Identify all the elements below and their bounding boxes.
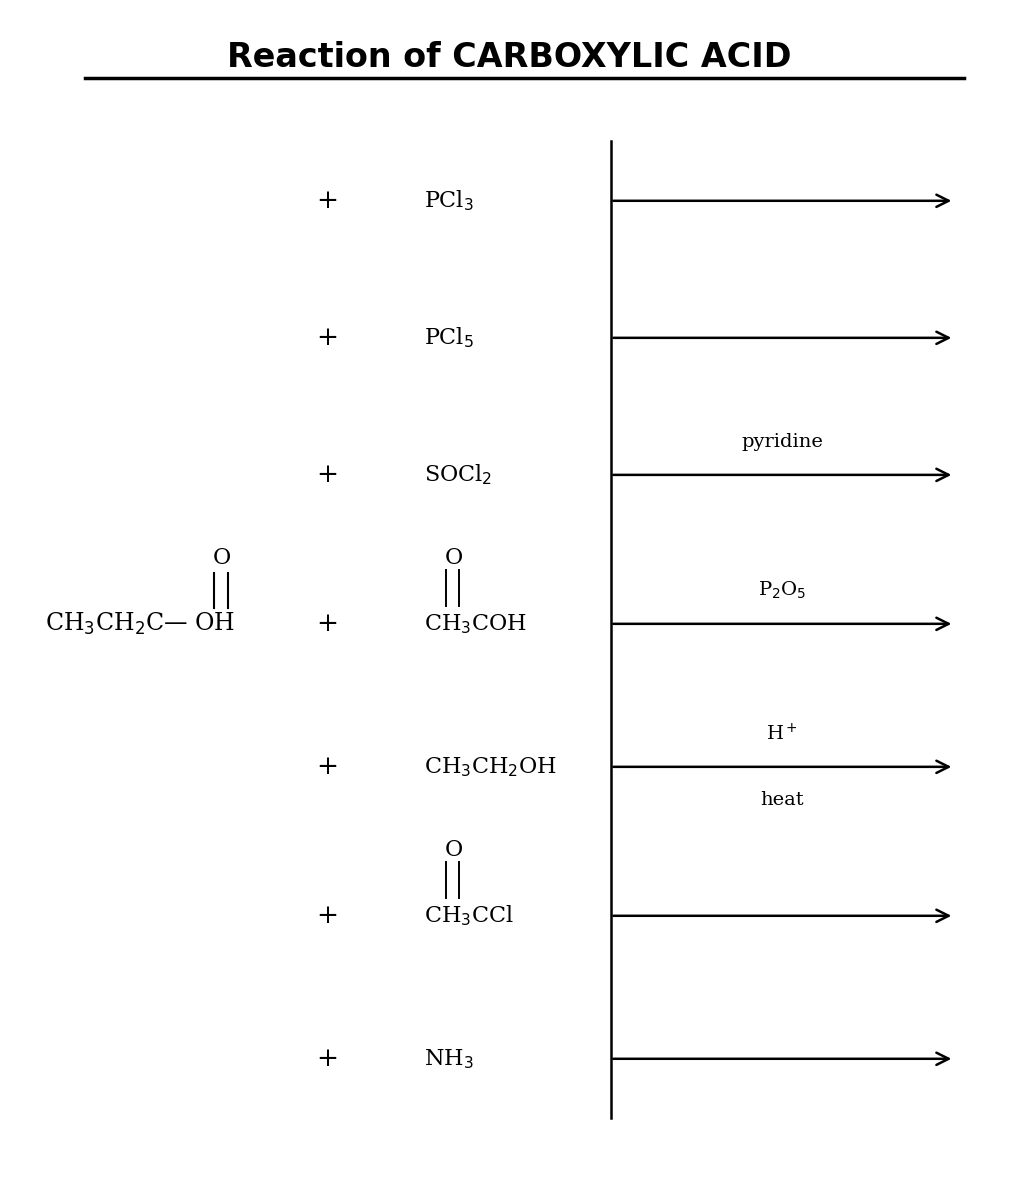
Text: CH$_3$CH$_2$OH: CH$_3$CH$_2$OH	[424, 755, 556, 779]
Text: P$_2$O$_5$: P$_2$O$_5$	[758, 580, 806, 601]
Text: CH$_3$COH: CH$_3$COH	[424, 612, 526, 636]
Text: SOCl$_2$: SOCl$_2$	[424, 462, 492, 487]
Text: PCl$_3$: PCl$_3$	[424, 188, 474, 214]
Text: +: +	[317, 755, 338, 779]
Text: heat: heat	[760, 791, 804, 809]
Text: O: O	[444, 547, 463, 569]
Text: H$^+$: H$^+$	[766, 722, 798, 744]
Text: +: +	[317, 611, 338, 636]
Text: CH$_3$CCl: CH$_3$CCl	[424, 904, 514, 928]
Text: Reaction of CARBOXYLIC ACID: Reaction of CARBOXYLIC ACID	[227, 41, 792, 74]
Text: PCl$_5$: PCl$_5$	[424, 325, 474, 350]
Text: +: +	[317, 462, 338, 487]
Text: +: +	[317, 325, 338, 350]
Text: +: +	[317, 188, 338, 214]
Text: O: O	[444, 839, 463, 862]
Text: O: O	[212, 547, 230, 569]
Text: CH$_3$CH$_2$C— OH: CH$_3$CH$_2$C— OH	[45, 611, 234, 637]
Text: +: +	[317, 904, 338, 929]
Text: +: +	[317, 1046, 338, 1072]
Text: NH$_3$: NH$_3$	[424, 1046, 473, 1070]
Text: pyridine: pyridine	[742, 432, 823, 450]
